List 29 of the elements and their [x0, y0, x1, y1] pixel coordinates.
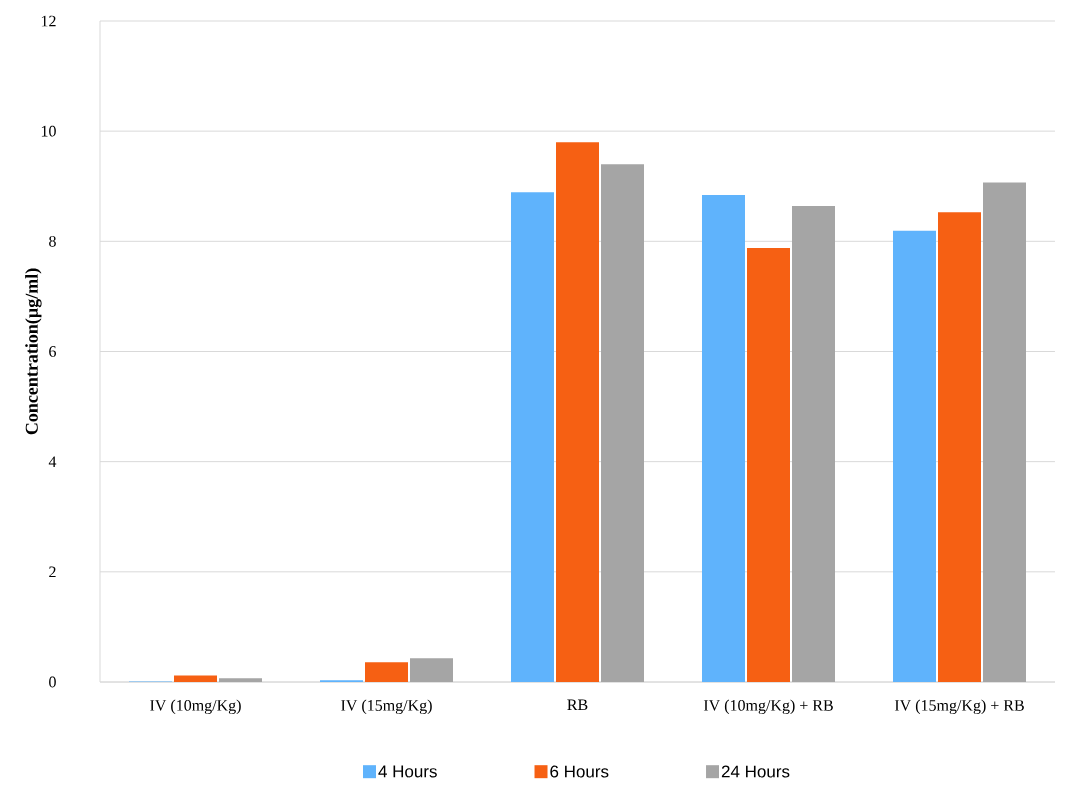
bar [511, 192, 554, 682]
y-axis-title: Concentration(µg/ml) [25, 268, 42, 435]
legend-label: 4 Hours [378, 765, 437, 778]
y-tick-label: 8 [49, 235, 56, 247]
bar [747, 247, 790, 682]
x-tick-label: IV (10mg/Kg) + RB [703, 699, 833, 715]
bar [556, 142, 599, 682]
bar [702, 195, 745, 682]
x-tick-label: IV (15mg/Kg) [341, 699, 432, 715]
x-tick-label: RB [567, 699, 588, 711]
bar [365, 662, 408, 682]
y-tick-label: 2 [49, 566, 56, 578]
legend-label: 24 Hours [721, 765, 790, 778]
legend-label: 6 Hours [550, 765, 609, 778]
x-tick-label: IV (10mg/Kg) [150, 699, 241, 715]
x-tick-label: IV (15mg/Kg) + RB [894, 699, 1024, 715]
bar [893, 230, 936, 682]
y-tick-label: 4 [48, 456, 57, 467]
bar [219, 678, 262, 682]
bar [601, 164, 644, 682]
y-tick-label: 10 [41, 125, 56, 137]
bar [792, 206, 835, 682]
y-tick-label: 6 [49, 346, 56, 357]
bar [938, 212, 981, 682]
y-tick-label: 0 [49, 676, 56, 688]
bar [174, 675, 217, 682]
y-tick-label: 12 [41, 15, 56, 27]
bar [410, 658, 453, 682]
bar [983, 182, 1026, 682]
